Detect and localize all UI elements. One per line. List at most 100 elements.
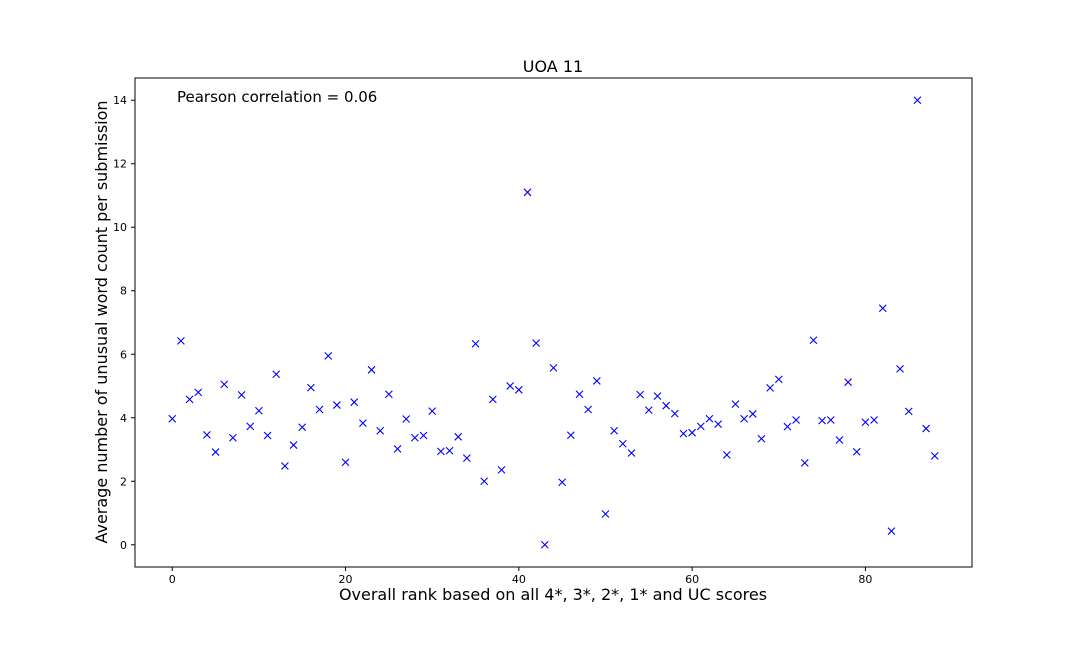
data-point <box>809 336 818 345</box>
data-point <box>896 364 904 373</box>
data-point <box>800 458 809 467</box>
data-point <box>670 409 679 418</box>
data-point <box>514 385 523 394</box>
data-point <box>255 406 263 415</box>
data-point <box>315 405 324 414</box>
data-point <box>185 395 194 404</box>
data-point <box>237 391 246 399</box>
data-point <box>376 426 385 435</box>
data-point <box>722 451 731 459</box>
x-tick-label: 0 <box>169 573 176 586</box>
data-point <box>177 337 185 345</box>
data-point <box>757 434 766 443</box>
data-point <box>731 400 740 408</box>
data-point <box>636 390 645 399</box>
data-point <box>436 447 445 456</box>
data-point <box>281 462 289 470</box>
data-point <box>852 447 861 456</box>
y-tick-label: 10 <box>113 221 127 234</box>
data-point <box>878 304 887 313</box>
data-point <box>410 433 419 442</box>
y-tick-label: 6 <box>120 348 127 361</box>
data-point <box>679 429 688 438</box>
data-point <box>714 420 723 428</box>
data-point <box>393 444 402 453</box>
data-point <box>653 392 662 401</box>
data-point <box>203 431 211 439</box>
data-point <box>298 423 307 432</box>
y-tick-label: 14 <box>113 94 127 107</box>
data-point <box>350 398 359 407</box>
x-tick-label: 20 <box>339 573 353 586</box>
pearson-annotation: Pearson correlation = 0.06 <box>177 88 377 106</box>
data-point <box>272 370 281 379</box>
data-point <box>930 451 939 460</box>
data-point <box>497 465 506 474</box>
data-point <box>774 375 783 384</box>
data-point <box>211 448 220 456</box>
data-point <box>766 384 775 392</box>
y-axis-ticks: 0 2 4 6 8 10 12 14 <box>113 94 135 552</box>
x-axis-ticks: 0 20 40 60 80 <box>169 567 872 586</box>
data-point <box>419 431 428 440</box>
data-point <box>462 454 471 462</box>
data-point <box>402 415 411 423</box>
data-point <box>627 449 636 457</box>
data-point <box>792 416 800 424</box>
data-point <box>922 424 930 433</box>
data-point <box>696 422 705 431</box>
data-point <box>194 388 203 397</box>
data-point <box>358 419 367 428</box>
data-point <box>246 422 255 431</box>
y-axis-label: Average number of unusual word count per… <box>92 100 111 543</box>
data-point <box>506 382 515 390</box>
data-point <box>229 433 237 442</box>
data-point <box>740 414 749 423</box>
data-point <box>220 380 229 389</box>
data-point <box>428 407 437 415</box>
data-point <box>835 436 844 444</box>
data-point <box>471 339 480 348</box>
x-tick-label: 40 <box>512 573 526 586</box>
data-point <box>870 416 878 424</box>
data-point <box>705 414 714 423</box>
data-point <box>324 351 333 360</box>
data-point <box>913 96 922 105</box>
data-point <box>549 364 558 372</box>
data-point <box>488 395 497 404</box>
data-point <box>610 426 619 435</box>
x-axis-label: Overall rank based on all 4*, 3*, 2*, 1*… <box>339 585 767 604</box>
data-point <box>644 406 653 415</box>
data-point <box>861 418 870 427</box>
y-tick-label: 2 <box>120 475 127 488</box>
data-point <box>263 431 272 440</box>
data-point <box>601 510 610 518</box>
data-point <box>887 527 896 536</box>
plot-frame <box>134 77 973 568</box>
data-point <box>454 432 463 441</box>
data-points <box>168 96 939 549</box>
data-point <box>566 431 575 440</box>
data-point <box>748 410 757 418</box>
data-point <box>523 188 532 197</box>
data-point <box>688 428 697 437</box>
data-point <box>844 378 852 387</box>
y-tick-label: 0 <box>120 539 127 552</box>
data-point <box>480 477 489 486</box>
data-point <box>584 405 593 414</box>
data-point <box>289 441 298 449</box>
chart-title: UOA 11 <box>523 57 583 76</box>
data-point <box>367 365 376 374</box>
data-point <box>662 401 671 410</box>
data-point <box>818 416 826 425</box>
data-point <box>540 540 549 549</box>
data-point <box>826 416 835 424</box>
data-point <box>592 377 601 385</box>
y-tick-label: 8 <box>120 285 127 298</box>
data-point <box>532 339 541 348</box>
x-tick-label: 60 <box>685 573 699 586</box>
data-point <box>904 407 913 416</box>
data-point <box>307 383 315 392</box>
data-point <box>445 446 454 455</box>
